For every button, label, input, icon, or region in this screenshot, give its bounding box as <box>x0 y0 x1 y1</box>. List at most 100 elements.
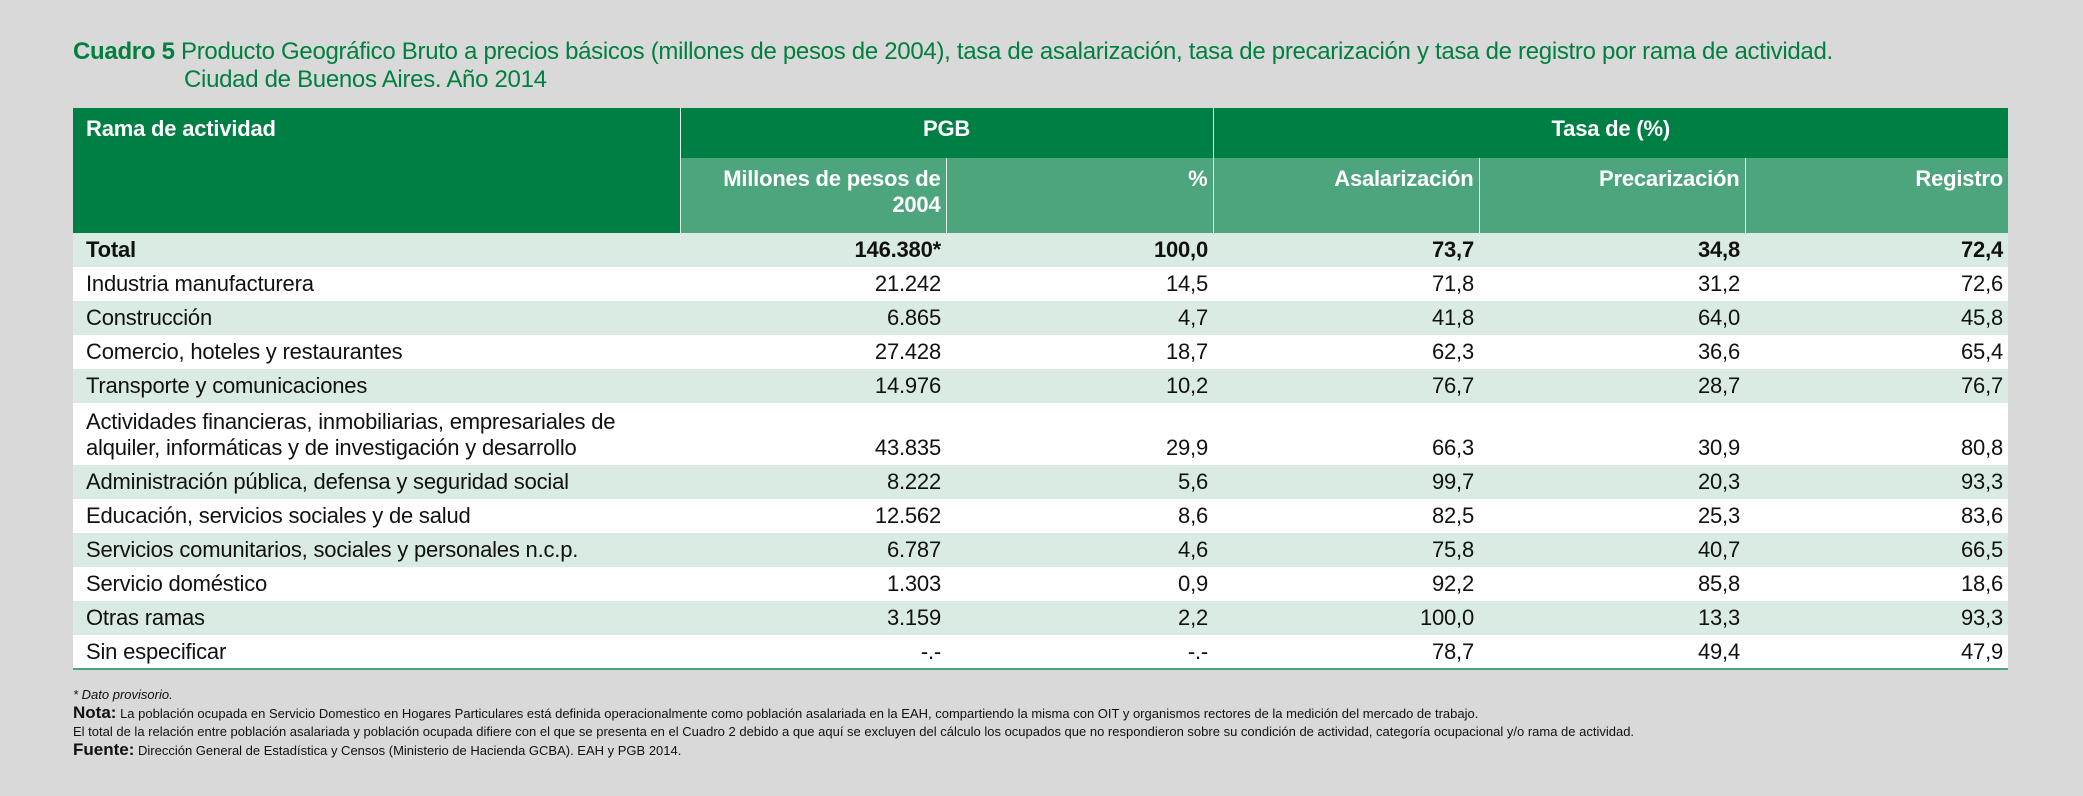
cell-millones: 21.242 <box>680 267 946 301</box>
header-rama: Rama de actividad <box>73 108 680 233</box>
footnote-nota: Nota: La población ocupada en Servicio D… <box>73 704 1634 723</box>
cell-precarizacion: 31,2 <box>1479 267 1746 301</box>
cell-registro: 72,6 <box>1745 267 2009 301</box>
cell-asalarizacion: 100,0 <box>1213 601 1480 635</box>
table-row: Industria manufacturera 21.242 14,5 71,8 31,… <box>73 267 2009 301</box>
nota-line2: El total de la relación entre población … <box>73 724 1635 739</box>
cell-millones: 27.428 <box>680 335 946 369</box>
header-row-groups: Rama de actividad PGB Tasa de (%) <box>73 108 2009 233</box>
table-row: Otras ramas 3.159 2,2 100,0 13,3 93,3 <box>73 601 2009 635</box>
footnotes: * Dato provisorio. Nota: La población oc… <box>73 686 1634 760</box>
table-title: Cuadro 5 Producto Geográfico Bruto a pre… <box>73 38 1833 94</box>
cell-precarizacion: 25,3 <box>1479 499 1746 533</box>
cell-registro: 45,8 <box>1745 301 2009 335</box>
cell-rama: Administración pública, defensa y seguri… <box>73 465 680 499</box>
table-row: Sin especificar -.- -.- 78,7 49,4 47,9 <box>73 635 2009 670</box>
cell-millones: 3.159 <box>680 601 946 635</box>
nota-line1: La población ocupada en Servicio Domesti… <box>120 706 1479 721</box>
cell-precarizacion: 64,0 <box>1479 301 1746 335</box>
cell-millones: 146.380* <box>680 233 946 267</box>
cell-precarizacion: 49,4 <box>1479 635 1746 670</box>
table-number: Cuadro 5 <box>73 38 175 65</box>
cell-rama: Industria manufacturera <box>73 267 680 301</box>
cell-asalarizacion: 82,5 <box>1213 499 1480 533</box>
cell-millones: 6.787 <box>680 533 946 567</box>
cell-rama: Sin especificar <box>73 635 680 670</box>
header-millones: Millones de pesos de 2004 <box>679 158 946 233</box>
table-body: Total 146.380* 100,0 73,7 34,8 72,4 Industria … <box>73 233 2009 670</box>
cell-asalarizacion: 75,8 <box>1213 533 1480 567</box>
data-table: Rama de actividad PGB Tasa de (%) Millon… <box>73 108 2009 670</box>
cell-asalarizacion: 66,3 <box>1213 403 1480 465</box>
table-row: Administración pública, defensa y seguri… <box>73 465 2009 499</box>
header-registro: Registro <box>1744 158 2009 233</box>
cell-rama: Otras ramas <box>73 601 680 635</box>
cell-rama: Servicio doméstico <box>73 567 680 601</box>
cell-registro: 47,9 <box>1745 635 2009 670</box>
cell-rama: Comercio, hoteles y restaurantes <box>73 335 680 369</box>
fuente-label: Fuente: <box>73 740 135 759</box>
footnote-provisional: * Dato provisorio. <box>73 687 173 702</box>
table-title-text: Producto Geográfico Bruto a precios bási… <box>181 38 1833 65</box>
cell-registro: 80,8 <box>1745 403 2009 465</box>
cell-precarizacion: 34,8 <box>1479 233 1746 267</box>
cell-millones: 1.303 <box>680 567 946 601</box>
cell-rama: Construcción <box>73 301 680 335</box>
table-row: Transporte y comunicaciones 14.976 10,2 76,… <box>73 369 2009 403</box>
cell-pct: 18,7 <box>946 335 1214 369</box>
table-row: Educación, servicios sociales y de salud… <box>73 499 2009 533</box>
cell-rama: Total <box>73 233 680 267</box>
nota-label: Nota: <box>73 703 117 722</box>
cell-millones: 6.865 <box>680 301 946 335</box>
header-asalarizacion: Asalarización <box>1212 158 1480 233</box>
table-row: Servicios comunitarios, sociales y perso… <box>73 533 2009 567</box>
cell-pct: 2,2 <box>946 601 1214 635</box>
cell-precarizacion: 36,6 <box>1479 335 1746 369</box>
cell-registro: 76,7 <box>1745 369 2009 403</box>
cell-registro: 72,4 <box>1745 233 2009 267</box>
cell-asalarizacion: 78,7 <box>1213 635 1480 670</box>
cell-precarizacion: 13,3 <box>1479 601 1746 635</box>
table-title-location: Ciudad de Buenos Aires. Año 2014 <box>184 66 547 93</box>
cell-precarizacion: 30,9 <box>1479 403 1746 465</box>
cell-millones: -.- <box>680 635 946 670</box>
cell-asalarizacion: 71,8 <box>1213 267 1480 301</box>
cell-registro: 65,4 <box>1745 335 2009 369</box>
cell-registro: 18,6 <box>1745 567 2009 601</box>
table-row: Servicio doméstico 1.303 0,9 92,2 85,8 18,6 <box>73 567 2009 601</box>
cell-pct: -.- <box>946 635 1214 670</box>
cell-registro: 93,3 <box>1745 465 2009 499</box>
table-row: Comercio, hoteles y restaurantes 27.428 18… <box>73 335 2009 369</box>
header-pgb-group: PGB <box>679 108 1214 158</box>
cell-pct: 14,5 <box>946 267 1214 301</box>
cell-asalarizacion: 73,7 <box>1213 233 1480 267</box>
cell-rama: Servicios comunitarios, sociales y perso… <box>73 533 680 567</box>
cell-millones: 43.835 <box>680 403 946 465</box>
cell-precarizacion: 20,3 <box>1479 465 1746 499</box>
cell-asalarizacion: 99,7 <box>1213 465 1480 499</box>
cell-asalarizacion: 92,2 <box>1213 567 1480 601</box>
cell-millones: 8.222 <box>680 465 946 499</box>
cell-pct: 10,2 <box>946 369 1214 403</box>
cell-pct: 4,7 <box>946 301 1214 335</box>
cell-registro: 93,3 <box>1745 601 2009 635</box>
cell-asalarizacion: 76,7 <box>1213 369 1480 403</box>
cell-pct: 29,9 <box>946 403 1214 465</box>
cell-millones: 14.976 <box>680 369 946 403</box>
cell-pct: 8,6 <box>946 499 1214 533</box>
header-precarizacion: Precarización <box>1478 158 1746 233</box>
total-row: Total 146.380* 100,0 73,7 34,8 72,4 <box>73 233 2009 267</box>
cell-precarizacion: 28,7 <box>1479 369 1746 403</box>
cell-registro: 83,6 <box>1745 499 2009 533</box>
cell-rama: Actividades financieras, inmobiliarias, … <box>73 403 680 465</box>
cell-precarizacion: 40,7 <box>1479 533 1746 567</box>
table-row: Actividades financieras, inmobiliarias, … <box>73 403 2009 465</box>
cell-millones: 12.562 <box>680 499 946 533</box>
table-row: Construcción 6.865 4,7 41,8 64,0 45,8 <box>73 301 2009 335</box>
cell-pct: 4,6 <box>946 533 1214 567</box>
fuente-text: Dirección General de Estadística y Censo… <box>138 743 682 758</box>
cell-pct: 100,0 <box>946 233 1214 267</box>
cell-rama: Transporte y comunicaciones <box>73 369 680 403</box>
cell-registro: 66,5 <box>1745 533 2009 567</box>
cell-asalarizacion: 41,8 <box>1213 301 1480 335</box>
